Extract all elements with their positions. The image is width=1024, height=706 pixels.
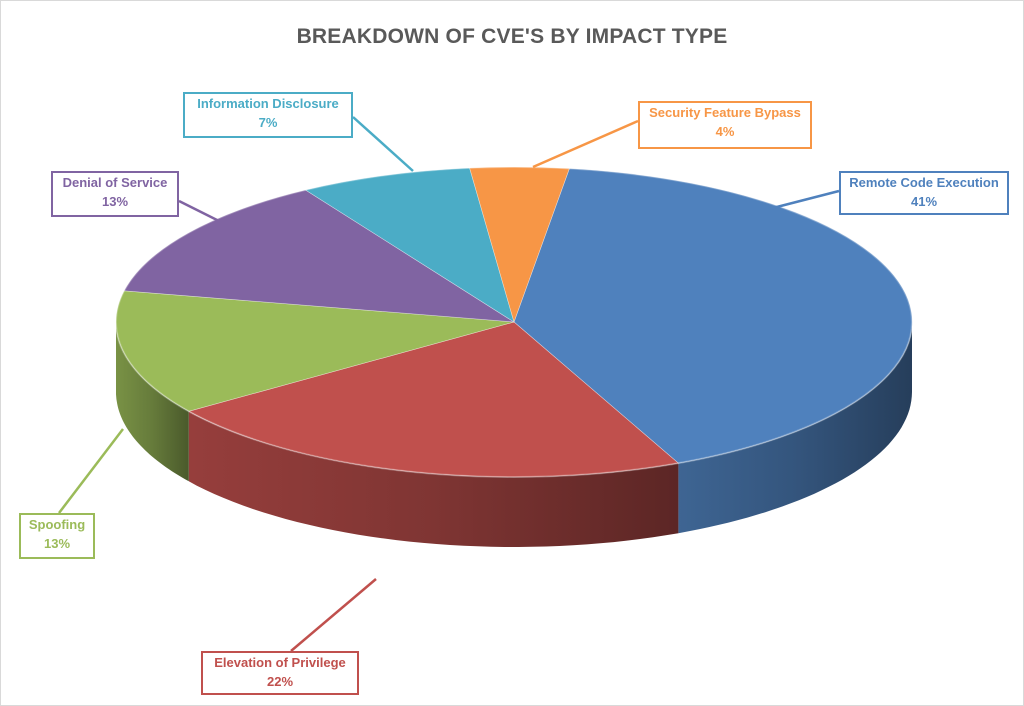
callout-value: 4% bbox=[715, 124, 735, 139]
chart-title: BREAKDOWN OF CVE'S BY IMPACT TYPE bbox=[296, 25, 728, 48]
pie-rim-highlight bbox=[115, 166, 913, 478]
leader-line-security-feature-bypass bbox=[532, 119, 639, 169]
pie-slice-security-feature-bypass bbox=[469, 166, 570, 323]
callout-elevation-of-privilege: Elevation of Privilege 22% bbox=[201, 651, 359, 695]
callout-value: 22% bbox=[266, 674, 294, 689]
leader-line-remote-code-execution bbox=[768, 189, 840, 211]
callout-label: Information Disclosure bbox=[197, 96, 339, 111]
leader-line-information-disclosure bbox=[352, 116, 414, 172]
pie-side-remote-code-execution bbox=[678, 322, 912, 534]
leader-line-elevation-of-privilege bbox=[290, 578, 377, 652]
callout-label: Elevation of Privilege bbox=[214, 655, 346, 670]
leader-line-denial-of-service bbox=[178, 199, 224, 225]
pie-slice-spoofing bbox=[115, 290, 515, 412]
callout-label: Denial of Service bbox=[62, 175, 168, 190]
pie-side-spoofing bbox=[116, 322, 189, 482]
pie-slice-elevation-of-privilege bbox=[188, 321, 680, 478]
callout-label: Security Feature Bypass bbox=[649, 105, 801, 120]
leader-line-spoofing bbox=[58, 428, 124, 514]
callout-information-disclosure: Information Disclosure 7% bbox=[183, 92, 353, 138]
callout-value: 13% bbox=[43, 536, 71, 551]
callout-value: 41% bbox=[910, 194, 938, 209]
pie-slice-information-disclosure bbox=[304, 167, 515, 323]
pie-side-elevation-of-privilege bbox=[188, 411, 679, 547]
callout-denial-of-service: Denial of Service 13% bbox=[51, 171, 179, 217]
callout-remote-code-execution: Remote Code Execution 41% bbox=[839, 171, 1009, 215]
callout-label: Remote Code Execution bbox=[849, 175, 999, 190]
callout-security-feature-bypass: Security Feature Bypass 4% bbox=[638, 101, 812, 149]
callout-spoofing: Spoofing 13% bbox=[19, 513, 95, 559]
pie-slice-remote-code-execution bbox=[513, 168, 913, 464]
callout-label: Spoofing bbox=[28, 517, 86, 532]
callout-value: 7% bbox=[258, 115, 278, 130]
callout-value: 13% bbox=[101, 194, 129, 209]
